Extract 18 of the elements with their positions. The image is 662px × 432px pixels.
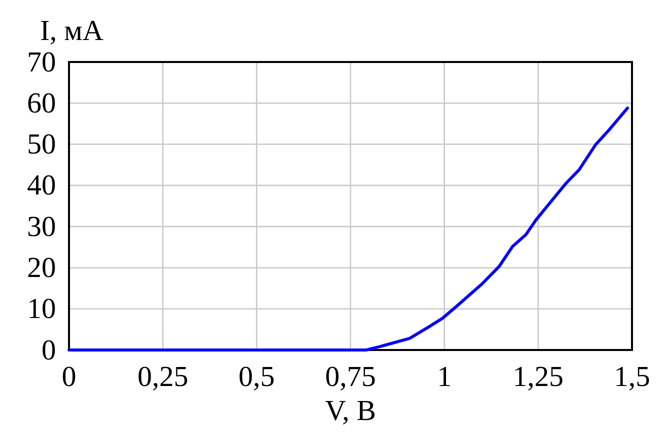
x-tick-label: 1 — [437, 361, 452, 394]
line-series — [68, 106, 629, 352]
y-tick-label: 40 — [27, 170, 56, 202]
x-tick-label: 0 — [62, 361, 76, 394]
x-tick-label: 0,75 — [325, 361, 376, 394]
x-tick-label: 0,5 — [238, 361, 275, 394]
x-tick-label: 1,5 — [614, 361, 650, 394]
y-tick-label: 50 — [27, 128, 56, 161]
x-axis-title: V, В — [324, 395, 376, 427]
x-tick-label: 0,25 — [137, 361, 188, 394]
y-tick-label: 10 — [27, 293, 56, 326]
y-tick-label: 70 — [27, 46, 56, 78]
y-tick-label: 60 — [27, 87, 56, 120]
x-tick-label: 1,25 — [512, 361, 564, 394]
y-tick-label: 20 — [27, 252, 56, 284]
y-tick-label: 0 — [42, 334, 56, 366]
y-axis-title: I, мА — [40, 15, 104, 47]
y-tick-label: 30 — [27, 210, 56, 243]
